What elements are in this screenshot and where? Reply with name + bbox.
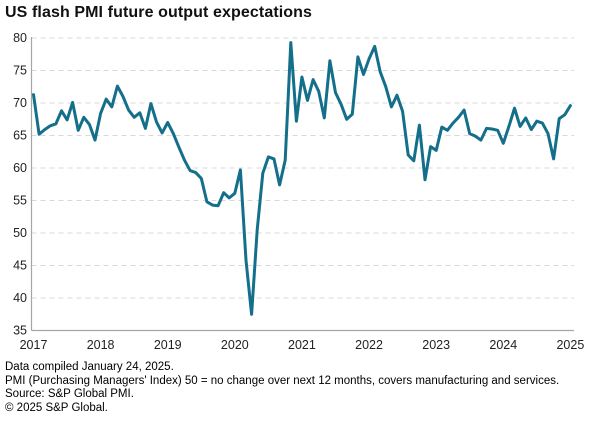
x-axis-tick-label: 2020 — [221, 338, 249, 352]
footer-notes: Data compiled January 24, 2025. PMI (Pur… — [5, 361, 603, 415]
y-axis-tick-label: 55 — [13, 194, 27, 208]
y-axis-tick-label: 70 — [13, 96, 27, 110]
y-axis-tick-label: 80 — [13, 31, 27, 45]
x-axis-tick-label: 2025 — [556, 338, 584, 352]
pmi-line — [32, 41, 572, 316]
footer-note-definition: PMI (Purchasing Managers' Index) 50 = no… — [5, 374, 560, 387]
x-axis-tick-label: 2022 — [355, 338, 383, 352]
x-axis-tick-label: 2024 — [489, 338, 517, 352]
y-axis-tick-label: 50 — [13, 226, 27, 240]
y-axis-tick-label: 45 — [13, 259, 27, 273]
footer-note-compiled: Data compiled January 24, 2025. — [5, 361, 174, 373]
footer-note-source: Source: S&P Global PMI. — [5, 388, 134, 401]
x-axis-tick-label: 2017 — [20, 338, 48, 352]
footer-note-copyright: © 2025 S&P Global. — [5, 401, 108, 414]
x-axis-tick-label: 2021 — [288, 338, 316, 352]
y-axis-tick-label: 75 — [13, 64, 27, 78]
y-axis-tick-label: 65 — [13, 129, 27, 143]
y-axis-tick-label: 35 — [13, 324, 27, 338]
x-axis-tick-label: 2019 — [154, 338, 182, 352]
y-axis-tick-label: 40 — [13, 291, 27, 305]
x-axis-tick-label: 2018 — [87, 338, 115, 352]
y-axis-tick-label: 60 — [13, 161, 27, 175]
chart-title: US flash PMI future output expectations — [5, 4, 313, 21]
x-axis-tick-label: 2023 — [422, 338, 450, 352]
